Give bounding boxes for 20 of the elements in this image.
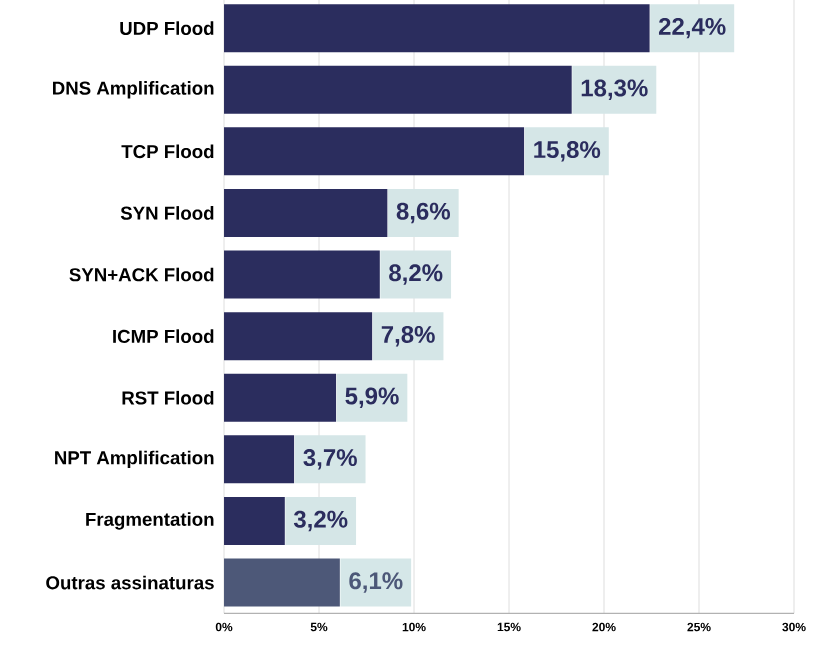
y-tick-label: UDP Flood [120,21,214,35]
y-tick-label: Outras assinaturas [46,575,214,590]
y-tick-label: NPT Amplification [55,450,214,469]
y-tick-label: SYN Flood [120,206,214,220]
data-label: 18,3% [581,79,648,100]
data-label: 15,8% [534,141,601,162]
data-label: 8,6% [396,202,450,224]
data-label: 22,4% [658,17,726,39]
y-tick-label: RST Flood [122,390,214,405]
data-label: 5,9% [345,387,399,408]
y-tick-label: TCP Flood [121,144,214,159]
y-tick-label: Fragmentation [86,512,214,530]
data-label: 8,2% [389,264,443,285]
data-label: 7,8% [381,325,435,347]
y-tick-label: SYN+ACK Flood [69,267,214,282]
data-label: 3,2% [293,510,348,532]
y-tick-label: ICMP Flood [113,329,214,343]
data-label: 3,7% [303,449,357,470]
y-tick-label: DNS Amplification [53,81,214,99]
data-label: 6,1% [349,572,403,593]
